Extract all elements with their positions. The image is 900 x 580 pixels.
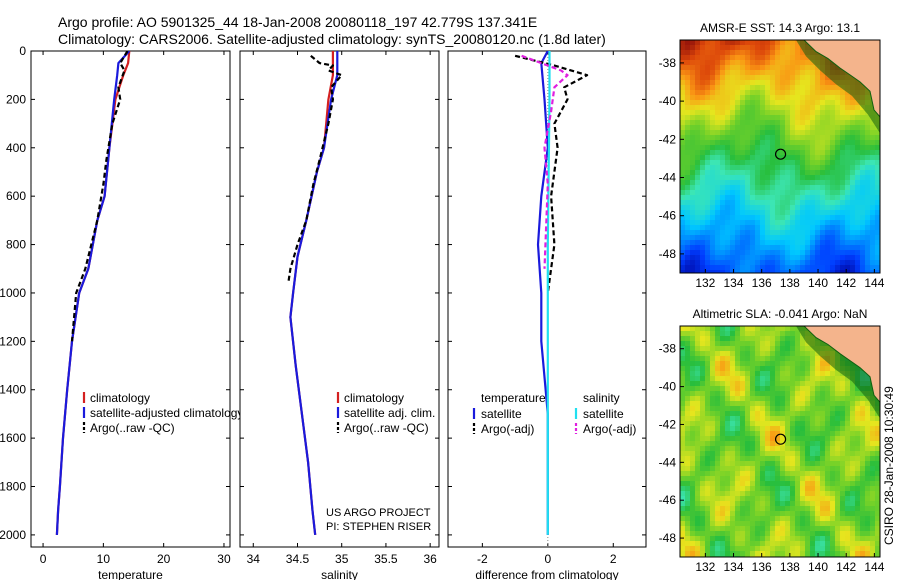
lon-tick-label: 134 bbox=[724, 560, 744, 574]
y-tick-label: 1200 bbox=[0, 334, 26, 348]
lat-tick-label: -42 bbox=[659, 132, 677, 146]
lat-tick-label: -46 bbox=[659, 209, 677, 223]
difference-panel-xlabel: difference from climatology bbox=[475, 568, 618, 580]
lon-tick-label: 142 bbox=[836, 276, 856, 290]
legend-title-temperature: temperature bbox=[481, 391, 546, 405]
x-tick-label: 34.5 bbox=[286, 552, 310, 566]
legend-label: climatology bbox=[90, 391, 150, 405]
series-line-satellite-adjusted-climatology bbox=[55, 51, 131, 535]
temperature-panel: 0 10 20 30 0 200 400 600 800 1000 1200 1400 1600 1800… bbox=[0, 44, 243, 580]
legend-label: Argo(-adj) bbox=[481, 422, 534, 436]
y-tick-label: 400 bbox=[6, 141, 26, 155]
legend-label: Argo(-adj) bbox=[583, 422, 636, 436]
legend-label: climatology bbox=[344, 391, 404, 405]
series-line-temperature-argo-adj- bbox=[514, 54, 589, 294]
y-tick-label: 1000 bbox=[0, 286, 26, 300]
x-tick-label: 35.5 bbox=[374, 552, 398, 566]
x-tick-label: 20 bbox=[157, 552, 171, 566]
sst-map: AMSR-E SST: 14.3 Argo: 13.1 132 134 136 138 1… bbox=[659, 21, 885, 290]
x-tick-label: 0 bbox=[40, 552, 47, 566]
lon-tick-label: 132 bbox=[695, 560, 715, 574]
lat-tick-label: -44 bbox=[659, 171, 677, 185]
lon-tick-label: 144 bbox=[864, 560, 884, 574]
lat-tick-label: -38 bbox=[659, 342, 677, 356]
shelf-band bbox=[796, 326, 880, 419]
x-tick-label: 2 bbox=[610, 552, 617, 566]
legend-label: satellite adj. clim. bbox=[344, 406, 435, 420]
lat-tick-label: -46 bbox=[659, 493, 677, 507]
lon-tick-label: 144 bbox=[864, 276, 884, 290]
temperature-panel-xlabel: temperature bbox=[98, 568, 163, 580]
y-tick-label: 1400 bbox=[0, 383, 26, 397]
legend-label: satellite-adjusted climatology bbox=[90, 406, 243, 420]
project-label-line2: PI: STEPHEN RISER bbox=[326, 521, 431, 533]
project-label-line1: US ARGO PROJECT bbox=[326, 507, 431, 519]
header-line2: Climatology: CARS2006. Satellite-adjuste… bbox=[58, 31, 606, 47]
y-tick-label: 800 bbox=[6, 238, 26, 252]
series-line-satellite-adj-clim- bbox=[289, 51, 339, 536]
salinity-panel: 34 34.5 35 35.5 36 salinity climatologysatelli… bbox=[239, 50, 440, 580]
temperature-panel-frame bbox=[30, 50, 231, 548]
lon-tick-label: 136 bbox=[752, 276, 772, 290]
x-tick-label: 0 bbox=[544, 552, 551, 566]
lon-tick-label: 132 bbox=[695, 276, 715, 290]
x-tick-label: 35 bbox=[335, 552, 349, 566]
legend-label: satellite bbox=[583, 407, 624, 421]
shelf-band bbox=[796, 40, 880, 134]
y-tick-label: 1600 bbox=[0, 431, 26, 445]
y-tick-label: 1800 bbox=[0, 480, 26, 494]
sla-map-title: Altimetric SLA: -0.041 Argo: NaN bbox=[693, 307, 868, 321]
x-tick-label: 10 bbox=[97, 552, 111, 566]
series-line-argo-raw-qc- bbox=[70, 51, 129, 342]
lat-tick-label: -40 bbox=[659, 94, 677, 108]
sst-map-title: AMSR-E SST: 14.3 Argo: 13.1 bbox=[700, 21, 860, 35]
sst-map-field bbox=[680, 40, 880, 273]
x-tick-label: 36 bbox=[423, 552, 437, 566]
legend-label: Argo(..raw -QC) bbox=[90, 421, 175, 435]
lon-tick-label: 136 bbox=[752, 560, 772, 574]
x-tick-label: 34 bbox=[247, 552, 261, 566]
lon-tick-label: 142 bbox=[836, 560, 856, 574]
legend-title-salinity: salinity bbox=[583, 391, 620, 405]
x-tick-label: 30 bbox=[217, 552, 231, 566]
sla-map-frame bbox=[679, 325, 881, 558]
argo-float-marker bbox=[774, 433, 787, 445]
y-tick-label: 200 bbox=[6, 92, 26, 106]
lat-tick-label: -48 bbox=[659, 247, 677, 261]
series-line-salinity-satellite bbox=[546, 51, 551, 535]
lat-tick-label: -40 bbox=[659, 380, 677, 394]
sla-map: Altimetric SLA: -0.041 Argo: NaN 132 134 13… bbox=[659, 307, 885, 574]
lon-tick-label: 134 bbox=[724, 276, 744, 290]
sst-map-frame bbox=[679, 39, 881, 274]
series-line-salinity-argo-adj- bbox=[521, 54, 569, 269]
lon-tick-label: 140 bbox=[808, 276, 828, 290]
salinity-panel-xlabel: salinity bbox=[321, 568, 358, 580]
difference-panel: -2 0 2 difference from climatology temperatu… bbox=[447, 50, 647, 580]
y-tick-label: 2000 bbox=[0, 528, 26, 542]
legend-label: satellite bbox=[481, 407, 522, 421]
lon-tick-label: 138 bbox=[780, 276, 800, 290]
lat-tick-label: -48 bbox=[659, 531, 677, 545]
legend-label: Argo(..raw -QC) bbox=[344, 421, 429, 435]
lon-tick-label: 140 bbox=[808, 560, 828, 574]
x-tick-label: -2 bbox=[477, 552, 488, 566]
y-tick-label: 0 bbox=[19, 44, 26, 58]
series-line-argo-raw-qc- bbox=[287, 54, 343, 282]
lat-tick-label: -38 bbox=[659, 56, 677, 70]
lon-tick-label: 138 bbox=[780, 560, 800, 574]
side-timestamp-label: CSIRO 28-Jan-2008 10:30:49 bbox=[882, 386, 896, 545]
lat-tick-label: -44 bbox=[659, 455, 677, 469]
salinity-panel-frame bbox=[239, 50, 440, 548]
header-line1: Argo profile: AO 5901325_44 18-Jan-2008 … bbox=[58, 14, 537, 30]
lat-tick-label: -42 bbox=[659, 417, 677, 431]
argo-float-marker bbox=[774, 148, 787, 160]
sla-map-field bbox=[680, 326, 880, 557]
y-tick-label: 600 bbox=[6, 189, 26, 203]
